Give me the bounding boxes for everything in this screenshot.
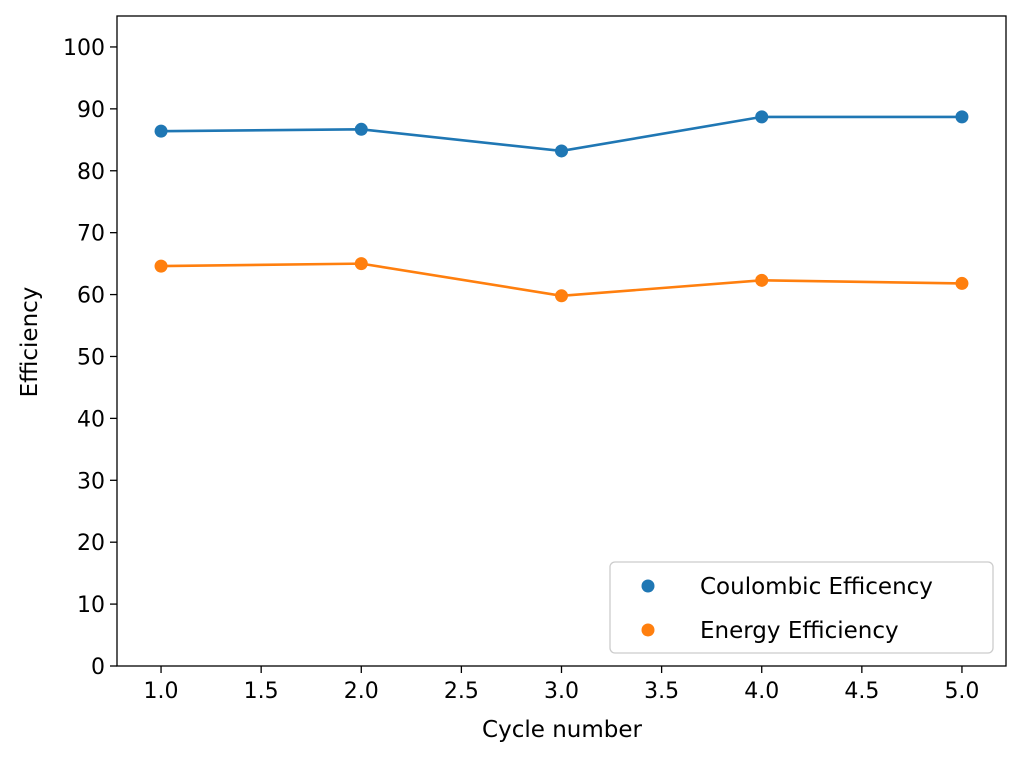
y-tick-label: 50 [77, 345, 105, 370]
y-tick-label: 90 [77, 98, 105, 123]
x-tick-label: 4.5 [844, 679, 879, 704]
data-point [555, 144, 568, 158]
legend-label: Coulombic Efficency [700, 574, 933, 600]
data-point [755, 110, 769, 124]
y-tick-label: 70 [77, 222, 105, 247]
data-point [955, 276, 969, 290]
x-tick-label: 3.0 [544, 679, 579, 704]
y-tick-label: 10 [77, 593, 105, 618]
legend: Coulombic Efficency Energy Efficiency [609, 561, 994, 654]
x-tick-label: 1.5 [244, 679, 279, 704]
x-axis-label: Cycle number [482, 717, 642, 743]
x-tick-label: 2.5 [444, 679, 479, 704]
data-point [354, 122, 368, 136]
y-tick-label: 0 [91, 655, 105, 680]
legend-marker [641, 623, 655, 637]
x-tick-label: 1.0 [144, 679, 179, 704]
data-point [555, 289, 568, 303]
legend-marker [641, 579, 655, 593]
y-tick-label: 40 [77, 407, 105, 432]
y-tick-label: 100 [63, 36, 105, 61]
data-point [154, 259, 168, 273]
legend-box [609, 561, 994, 654]
data-point [955, 110, 969, 124]
y-tick-label: 30 [77, 469, 105, 494]
x-tick-label: 2.0 [344, 679, 379, 704]
y-tick-label: 60 [77, 284, 105, 309]
data-point [154, 124, 168, 138]
chart-marks [154, 110, 969, 303]
y-tick-label: 80 [77, 160, 105, 185]
x-tick-label: 3.5 [644, 679, 679, 704]
data-point [354, 257, 368, 271]
axes: 1.0 1.5 2.0 2.5 3.0 3.5 4.0 4.5 5.0 0 10 20 30 40 50 60… [63, 15, 1007, 704]
legend-label: Energy Efficiency [700, 618, 899, 644]
y-axis-label: Efficiency [17, 287, 43, 398]
x-tick-label: 5.0 [944, 679, 979, 704]
x-tick-label: 4.0 [744, 679, 779, 704]
y-tick-label: 20 [77, 531, 105, 556]
data-point [755, 273, 769, 287]
